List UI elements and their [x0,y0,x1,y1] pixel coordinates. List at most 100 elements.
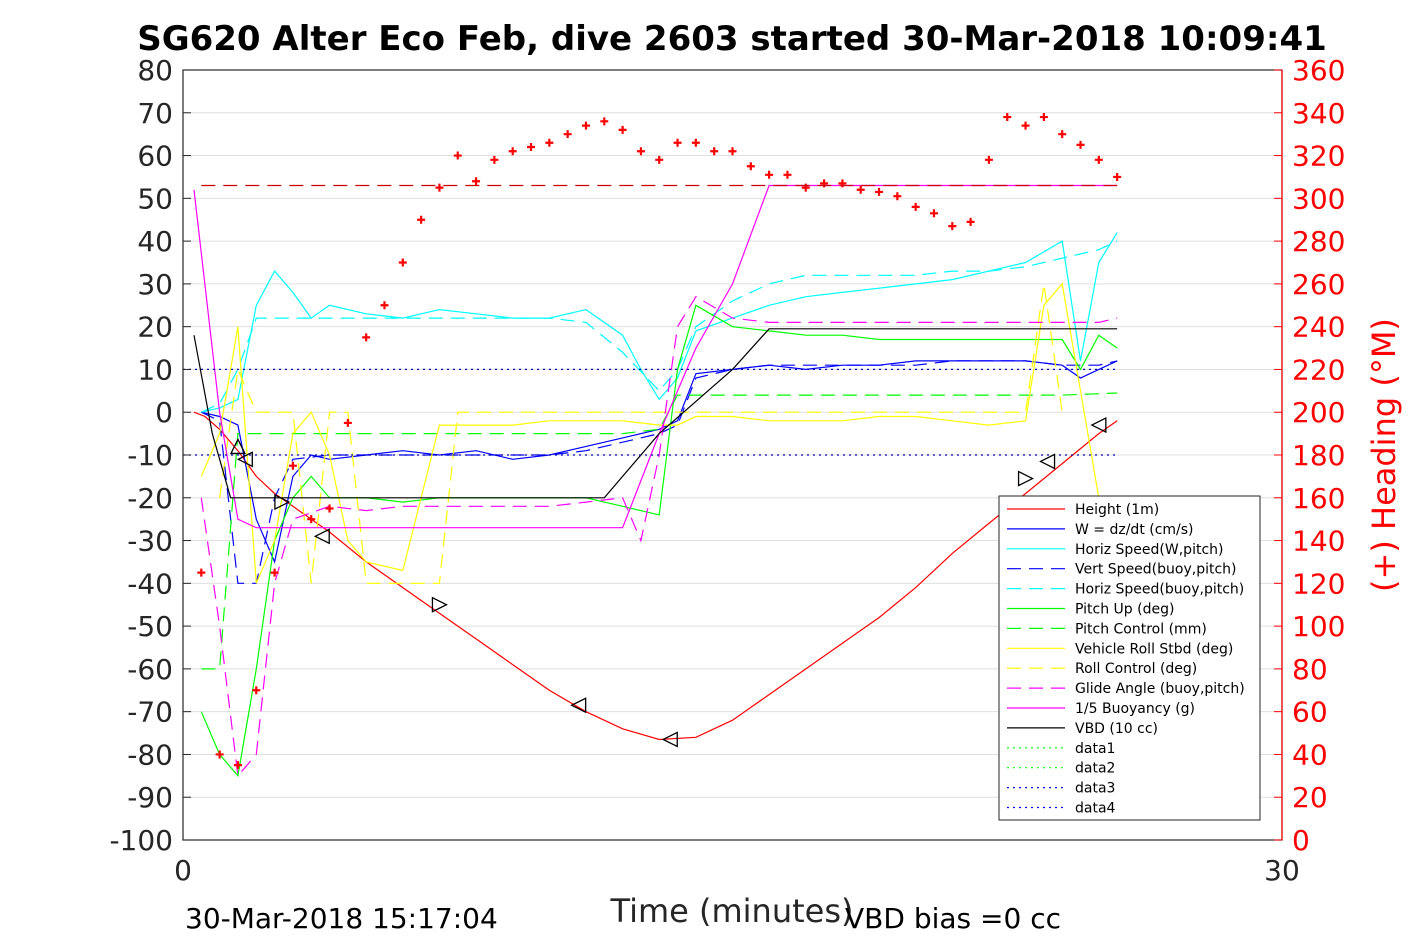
y-tick-label: 50 [137,182,173,215]
heading-point [710,147,719,156]
legend-entry-label: VBD (10 cc) [1075,721,1158,737]
heading-point [380,301,389,310]
heading-point [911,202,920,211]
heading-point [343,418,352,427]
heading-point [508,147,517,156]
legend-entry-label: Horiz Speed(buoy,pitch) [1075,582,1244,598]
y-right-tick-label: 200 [1292,396,1345,429]
legend-entry-label: Vert Speed(buoy,pitch) [1075,562,1237,578]
y-tick-label: 0 [155,396,173,429]
heading-point [1113,172,1122,181]
heading-point [435,183,444,192]
y-right-tick-label: 300 [1292,182,1345,215]
series-vbd [193,328,1118,499]
heading-point [398,258,407,267]
y-right-tick-label: 180 [1292,439,1345,472]
heading-point [765,170,774,179]
footer-vbd-bias: VBD bias =0 cc [845,902,1061,935]
heading-point [233,761,242,770]
turn-marker [1039,453,1056,470]
y-right-tick-label: 320 [1292,140,1345,173]
heading-point [581,121,590,130]
legend: Height (1m) W = dz/dt (cm/s) Horiz Speed(W… [998,495,1261,821]
y-tick-label: -20 [127,482,173,515]
heading-point [288,461,297,470]
heading-point [453,151,462,160]
legend-entry-label: Height (1m) [1075,502,1159,518]
y-tick-label: -100 [109,824,173,857]
chart-title: SG620 Alter Eco Feb, dive 2603 started 3… [137,19,1327,59]
heading-point [270,568,279,577]
heading-point [893,192,902,201]
y-right-tick-label: 0 [1292,824,1310,857]
heading-point [636,147,645,156]
y-tick-label: 60 [137,140,173,173]
series-pitch-up [200,304,1118,778]
x-tick-30: 30 [1264,854,1300,887]
series-horiz-speed-buoy [201,240,1118,413]
y-tick-label: 30 [137,268,173,301]
y-tick-label: -90 [127,781,173,814]
heading-point [600,117,609,126]
series-roll-control [219,283,1063,584]
y-right-tick-label: 340 [1292,97,1345,130]
y-right-tick-label: 220 [1292,353,1345,386]
heading-point [673,138,682,147]
series-roll [200,282,1100,584]
heading-point [984,155,993,164]
legend-entry-label: Roll Control (deg) [1075,661,1197,677]
y-right-tick-label: 160 [1292,482,1345,515]
y-tick-label: 80 [137,54,173,87]
heading-point [307,515,316,524]
heading-point [325,504,334,513]
heading-point [1058,130,1067,139]
y-right-tick-label: 60 [1292,696,1328,729]
y-tick-label: -50 [127,610,173,643]
y-tick-label: -10 [127,439,173,472]
legend-entry-label: Horiz Speed(W,pitch) [1075,542,1223,558]
y-right-tick-label: 120 [1292,567,1345,600]
footer-timestamp: 30-Mar-2018 15:17:04 [185,902,498,935]
y-ticks-right: 3603403203002802602402202001801601401201… [1274,54,1345,857]
heading-point [197,568,206,577]
legend-entry-label: data4 [1075,801,1116,817]
turn-marker [313,528,330,545]
series-glide-angle [200,295,1118,778]
turn-marker [661,731,678,748]
turn-marker [229,437,247,455]
legend-entry-label: data1 [1075,741,1115,757]
heading-point [490,155,499,164]
x-axis-label: Time (minutes) [610,892,854,930]
turn-marker [274,494,291,511]
heading-point [691,138,700,147]
turn-marker [236,451,253,468]
legend-box [998,495,1261,821]
heading-point [948,222,957,231]
heading-point [362,333,371,342]
heading-point [1039,113,1048,122]
heading-point [1076,140,1085,149]
y-ticks-left: 80 70 60 50 40 30 20 10 0 -10 -20 -30 -40 -50 -60 -70 -8… [109,54,191,857]
turn-marker [1017,470,1035,487]
heading-point [215,750,224,759]
y-right-tick-label: 280 [1292,225,1345,258]
turn-marker [1090,417,1107,434]
marks [229,417,1107,748]
heading-point [472,177,481,186]
legend-entry-label: W = dz/dt (cm/s) [1075,522,1194,538]
y-tick-label: 70 [137,97,173,130]
heading-point [655,155,664,164]
legend-entry-label: data2 [1075,761,1115,777]
turn-marker [431,596,448,613]
heading-point [856,185,865,194]
legend-entry-label: Pitch Control (mm) [1075,621,1207,637]
y-right-tick-label: 360 [1292,54,1345,87]
y-right-tick-label: 260 [1292,268,1345,301]
heading-point [563,130,572,139]
y-tick-label: -60 [127,653,173,686]
heading-point [252,686,261,695]
heading-point [618,125,627,134]
y-tick-label: 10 [137,353,173,386]
heading-point [875,187,884,196]
